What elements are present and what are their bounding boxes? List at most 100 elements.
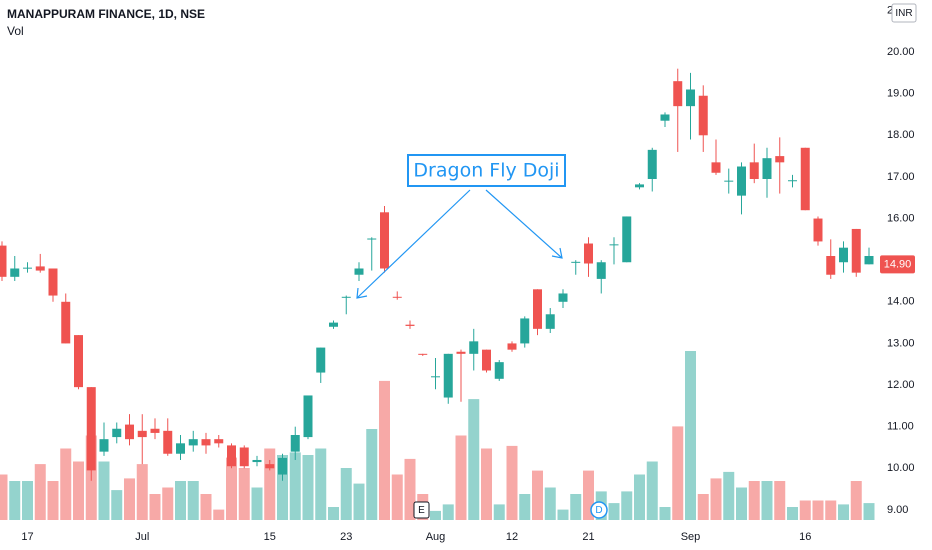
candle-body bbox=[851, 228, 861, 273]
volume-bar bbox=[583, 470, 594, 520]
candle-body bbox=[609, 244, 619, 246]
last-price-tag bbox=[880, 255, 915, 274]
volume-bar bbox=[748, 481, 760, 520]
candle-body bbox=[316, 347, 326, 373]
volume-bar bbox=[175, 481, 186, 520]
candle-body bbox=[737, 166, 746, 196]
candle-body bbox=[150, 428, 160, 433]
candle-body bbox=[494, 362, 504, 379]
volume-bar bbox=[608, 503, 620, 520]
volume-bar bbox=[659, 507, 671, 520]
volume-bar bbox=[213, 509, 225, 520]
candle-body bbox=[367, 238, 377, 240]
volume-bar bbox=[315, 448, 327, 520]
candle-body bbox=[214, 439, 224, 444]
price-axis: 9.0010.0011.0012.0013.0014.0015.0016.001… bbox=[880, 4, 915, 516]
volume-bar bbox=[149, 494, 161, 520]
volume-bar bbox=[774, 481, 786, 520]
candle-body bbox=[0, 245, 7, 277]
candle-body bbox=[826, 256, 836, 275]
volume-bar bbox=[340, 468, 352, 520]
candle-body bbox=[418, 353, 428, 355]
x-tick-label: 17 bbox=[21, 531, 33, 543]
candle-body bbox=[163, 430, 173, 454]
candle-body bbox=[596, 262, 606, 279]
volume-bar bbox=[0, 474, 8, 520]
volume-bar bbox=[353, 483, 365, 520]
x-tick-label: Sep bbox=[681, 531, 701, 543]
volume-bar bbox=[468, 399, 480, 520]
candle-body bbox=[227, 445, 236, 467]
candle-body bbox=[724, 180, 734, 182]
candle-body bbox=[635, 184, 644, 188]
volume-bar bbox=[646, 461, 658, 520]
volume-bar bbox=[736, 487, 747, 520]
y-tick-label: 20.00 bbox=[887, 46, 915, 58]
volume-bar bbox=[710, 478, 722, 520]
volume-bar bbox=[404, 458, 416, 520]
volume-bar bbox=[838, 504, 849, 520]
candle-body bbox=[520, 318, 530, 344]
volume-label: Vol bbox=[7, 24, 24, 38]
currency-label: INR bbox=[895, 8, 912, 19]
volume-bar bbox=[799, 500, 811, 520]
volume-bar bbox=[47, 481, 59, 520]
arrow bbox=[356, 189, 471, 299]
volume-bar bbox=[761, 481, 773, 520]
volume-bar bbox=[621, 491, 633, 520]
volume-bar bbox=[264, 448, 276, 520]
candle-body bbox=[788, 180, 797, 182]
volume-bar bbox=[493, 504, 505, 520]
volume-bar bbox=[634, 474, 645, 520]
candle-body bbox=[201, 439, 211, 446]
x-tick-label: Jul bbox=[135, 531, 149, 543]
candle-body bbox=[443, 353, 453, 398]
candle-body bbox=[188, 439, 198, 446]
candle-body bbox=[329, 322, 338, 327]
volume-bar bbox=[685, 351, 696, 520]
y-tick-label: 9.00 bbox=[887, 504, 908, 516]
volume-bar bbox=[430, 510, 441, 520]
candle-body bbox=[405, 324, 415, 326]
annotation-box bbox=[407, 154, 566, 187]
y-tick-label: 12.00 bbox=[887, 379, 915, 391]
candle-body bbox=[112, 428, 122, 438]
arrow bbox=[485, 189, 563, 259]
candle-body bbox=[99, 439, 109, 452]
candle-body bbox=[341, 296, 351, 298]
volume-bar bbox=[34, 464, 46, 520]
candle-body bbox=[125, 424, 134, 440]
volume-bar bbox=[238, 468, 250, 520]
x-tick-label: 21 bbox=[582, 531, 594, 543]
candle-body bbox=[545, 314, 555, 329]
event-marker: E D bbox=[413, 501, 608, 519]
candle-body bbox=[711, 162, 721, 173]
candle-body bbox=[622, 216, 632, 263]
candle-body bbox=[864, 256, 874, 265]
candle-body bbox=[839, 247, 848, 263]
candle-body bbox=[35, 266, 45, 271]
volume-bar bbox=[825, 500, 837, 520]
y-tick-label: 17.00 bbox=[887, 171, 915, 183]
candle-body bbox=[584, 243, 593, 264]
volume-bar bbox=[544, 487, 556, 520]
volume-bar bbox=[60, 448, 72, 520]
volume-bar bbox=[251, 487, 263, 520]
candle-body bbox=[533, 289, 542, 329]
candle-body bbox=[647, 149, 657, 179]
candle-body bbox=[23, 267, 32, 269]
volume-bar bbox=[697, 494, 709, 520]
candle-body bbox=[686, 89, 695, 107]
volume-bar bbox=[22, 481, 33, 520]
candle-body bbox=[482, 349, 491, 371]
annotation-text: Dragon Fly Doji bbox=[413, 160, 559, 182]
volume-bar bbox=[200, 494, 212, 520]
volume-bar bbox=[506, 445, 518, 520]
volume-bar bbox=[302, 455, 314, 520]
volume-bar bbox=[570, 494, 582, 520]
y-tick-label: 18.00 bbox=[887, 129, 915, 141]
y-tick-label: 11.00 bbox=[887, 421, 914, 433]
candle-body bbox=[48, 268, 58, 296]
annotation: Dragon Fly Doji bbox=[356, 154, 566, 299]
